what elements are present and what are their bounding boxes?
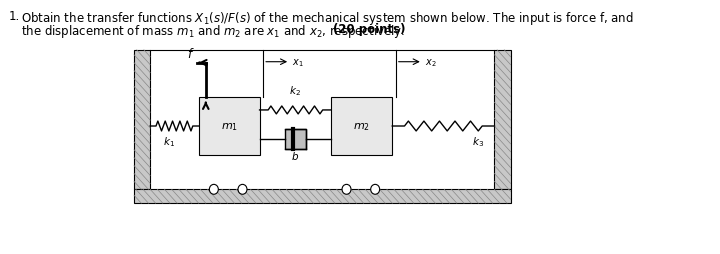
- Text: $x_1$: $x_1$: [292, 57, 303, 68]
- Text: $m_1$: $m_1$: [220, 121, 238, 132]
- Circle shape: [342, 185, 351, 195]
- Text: $m_2$: $m_2$: [354, 121, 370, 132]
- Text: $x_2$: $x_2$: [425, 57, 436, 68]
- Circle shape: [238, 185, 247, 195]
- Text: $f$: $f$: [187, 46, 195, 60]
- Bar: [495, 51, 510, 189]
- Text: the displacement of mass $m_1$ and $m_2$ are $x_1$ and $x_2$, respectively.: the displacement of mass $m_1$ and $m_2$…: [21, 23, 410, 40]
- Text: Obtain the transfer functions $X_1(s)/F(s)$ of the mechanical system shown below: Obtain the transfer functions $X_1(s)/F(…: [21, 10, 634, 27]
- Text: (20 points): (20 points): [333, 23, 405, 36]
- Bar: [199, 98, 260, 155]
- Text: $b$: $b$: [292, 149, 300, 161]
- Circle shape: [210, 185, 218, 195]
- Bar: [134, 51, 150, 189]
- Bar: [134, 189, 510, 203]
- Bar: [284, 129, 306, 149]
- Bar: [331, 98, 392, 155]
- Circle shape: [371, 185, 379, 195]
- Text: 1.: 1.: [9, 10, 20, 23]
- Text: $k_2$: $k_2$: [289, 84, 302, 98]
- Text: $k_1$: $k_1$: [163, 134, 175, 148]
- Text: $k_3$: $k_3$: [472, 134, 484, 148]
